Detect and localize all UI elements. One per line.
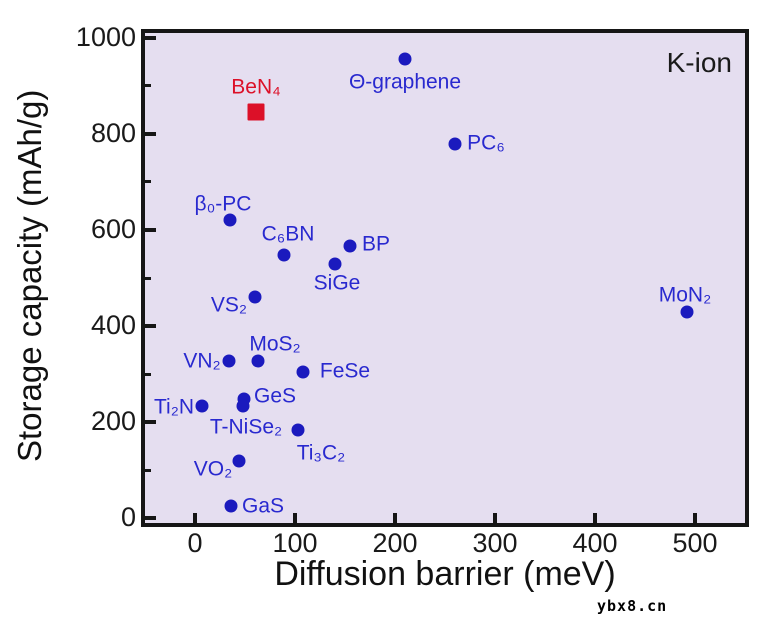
data-point-label: Ti₂N <box>153 395 195 419</box>
data-point <box>248 290 262 304</box>
y-axis-minor-tick <box>145 468 151 472</box>
data-point <box>448 137 462 151</box>
data-point-label: GaS <box>241 494 285 518</box>
data-point-label: VN₂ <box>183 349 221 373</box>
data-point-label: MoN₂ <box>658 283 712 307</box>
y-axis-minor-tick <box>145 180 151 184</box>
data-point-label: VO₂ <box>193 457 233 481</box>
x-axis-tick-label: 300 <box>472 528 518 558</box>
y-axis-minor-tick <box>145 372 151 376</box>
data-point <box>232 454 246 468</box>
data-point <box>236 399 250 413</box>
y-axis-tick <box>145 420 156 425</box>
data-point <box>291 423 305 437</box>
watermark: ybx8.cn <box>597 597 668 615</box>
x-axis-tick-label: 0 <box>187 528 203 558</box>
plot-area: K-ion 0 100 200 300 400 500 0 200 400 600 800 1000 Θ… <box>76 22 749 558</box>
data-point <box>680 305 694 319</box>
y-axis-tick <box>145 131 156 136</box>
x-axis-tick-label: 100 <box>272 528 318 558</box>
y-axis-tick-label: 600 <box>90 214 136 245</box>
y-axis-title: Storage capacity (mAh/g) <box>11 89 48 463</box>
x-axis-tick <box>693 513 697 523</box>
y-axis-tick-label: 1000 <box>75 21 136 52</box>
data-point-label: SiGe <box>313 271 361 295</box>
data-point-label: MoS₂ <box>249 332 301 356</box>
data-point <box>296 365 310 379</box>
data-point-label: GeS <box>253 384 297 408</box>
x-axis-tick <box>393 513 397 523</box>
x-axis-tick <box>293 513 297 523</box>
y-axis-minor-tick <box>145 276 151 280</box>
x-axis-tick <box>493 513 497 523</box>
x-axis-tick <box>193 513 197 523</box>
y-axis-tick-label: 800 <box>90 118 136 149</box>
y-axis-tick <box>145 35 156 40</box>
data-point <box>195 399 209 413</box>
data-point-label: BP <box>361 232 391 256</box>
data-point-label: C₆BN <box>261 222 315 246</box>
y-axis-tick <box>145 227 156 232</box>
data-point-label: FeSe <box>319 359 371 383</box>
x-axis-tick <box>593 513 597 523</box>
data-point-label: BeN₄ <box>231 75 281 99</box>
x-axis-title: Diffusion barrier (meV) <box>274 555 616 593</box>
y-axis-tick <box>145 516 156 521</box>
x-axis-tick-label: 500 <box>672 528 718 558</box>
data-point <box>251 354 265 368</box>
corner-annotation: K-ion <box>666 47 732 78</box>
data-point <box>222 354 236 368</box>
data-point <box>343 239 357 253</box>
y-axis-tick-label: 200 <box>90 406 136 437</box>
data-point <box>224 499 238 513</box>
x-axis-tick-label: 200 <box>372 528 418 558</box>
data-point-label: Ti₃C₂ <box>296 441 346 465</box>
x-axis-tick-label: 400 <box>572 528 618 558</box>
data-point-label: β₀-PC <box>194 192 252 216</box>
data-point <box>223 213 237 227</box>
y-axis-minor-tick <box>145 84 151 88</box>
y-axis-tick-label: 400 <box>90 310 136 341</box>
y-axis-tick <box>145 324 156 329</box>
data-point <box>247 103 265 121</box>
data-point <box>277 248 291 262</box>
data-point-label: Θ-graphene <box>348 70 462 94</box>
y-axis-tick-label: 0 <box>120 502 136 533</box>
data-point-label: T-NiSe₂ <box>209 415 283 439</box>
data-point-label: PC₆ <box>467 131 505 155</box>
data-point <box>398 52 412 66</box>
data-point <box>328 257 342 271</box>
data-point-label: VS₂ <box>210 293 248 317</box>
